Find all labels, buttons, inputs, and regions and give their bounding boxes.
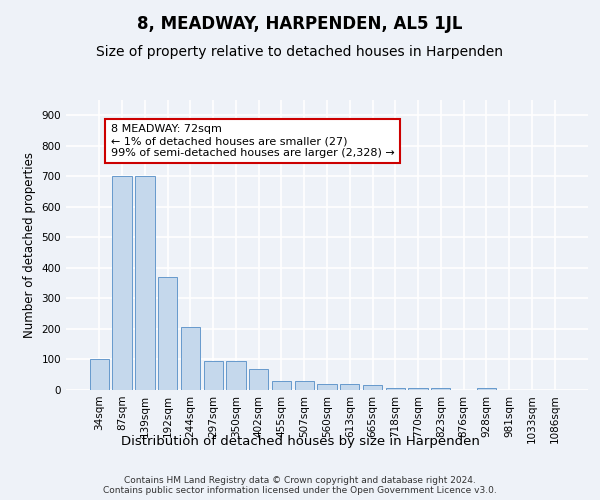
Bar xyxy=(363,386,382,390)
Bar xyxy=(476,388,496,390)
Text: Distribution of detached houses by size in Harpenden: Distribution of detached houses by size … xyxy=(121,435,479,448)
Text: 8 MEADWAY: 72sqm
← 1% of detached houses are smaller (27)
99% of semi-detached h: 8 MEADWAY: 72sqm ← 1% of detached houses… xyxy=(111,124,395,158)
Bar xyxy=(90,360,109,390)
Bar xyxy=(135,176,155,390)
Bar xyxy=(226,361,245,390)
Bar xyxy=(272,382,291,390)
Text: 8, MEADWAY, HARPENDEN, AL5 1JL: 8, MEADWAY, HARPENDEN, AL5 1JL xyxy=(137,15,463,33)
Bar xyxy=(340,384,359,390)
Bar xyxy=(181,328,200,390)
Bar xyxy=(431,388,451,390)
Bar xyxy=(386,388,405,390)
Bar xyxy=(295,381,314,390)
Text: Contains HM Land Registry data © Crown copyright and database right 2024.
Contai: Contains HM Land Registry data © Crown c… xyxy=(103,476,497,495)
Bar xyxy=(203,361,223,390)
Y-axis label: Number of detached properties: Number of detached properties xyxy=(23,152,36,338)
Bar xyxy=(249,368,268,390)
Text: Size of property relative to detached houses in Harpenden: Size of property relative to detached ho… xyxy=(97,45,503,59)
Bar xyxy=(409,388,428,390)
Bar xyxy=(112,176,132,390)
Bar xyxy=(317,384,337,390)
Bar xyxy=(158,277,178,390)
